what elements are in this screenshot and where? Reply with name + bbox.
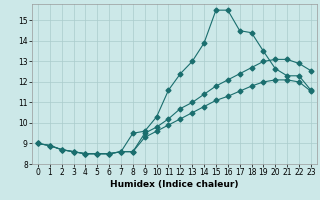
X-axis label: Humidex (Indice chaleur): Humidex (Indice chaleur) xyxy=(110,180,239,189)
